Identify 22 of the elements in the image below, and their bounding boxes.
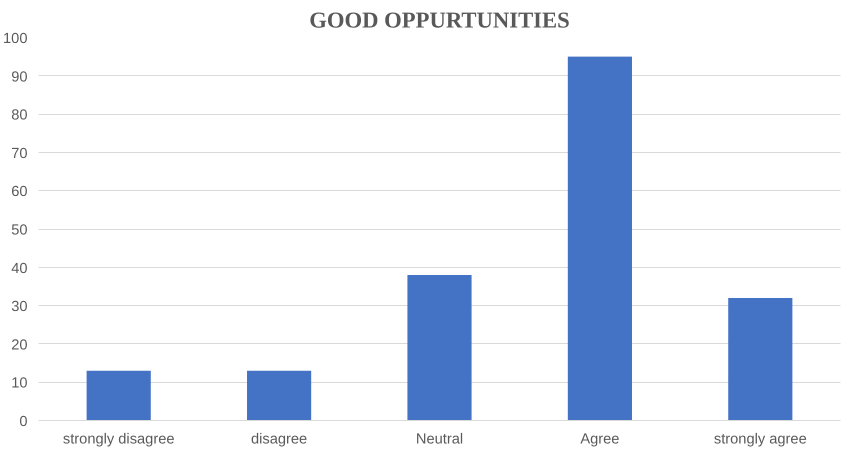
y-tick-label: 30 [11,299,28,316]
bar [247,370,312,420]
y-tick-label: 40 [11,260,28,277]
x-tick-label: strongly disagree [62,432,175,448]
y-tick-label: 50 [11,222,28,238]
bar [568,56,632,420]
chart-title: GOOD OPPURTUNITIES [309,8,570,32]
y-tick-label: 90 [11,69,28,86]
bar [728,298,792,420]
y-tick-label: 0 [19,414,28,430]
y-tick-label: 20 [11,337,28,354]
y-tick-label: 60 [11,184,28,200]
y-tick-label: 80 [11,108,28,124]
x-tick-label: Neutral [416,432,464,448]
y-tick-label: 70 [11,146,28,162]
x-tick-label: strongly agree [714,432,807,448]
x-tick-label: Agree [580,432,620,448]
bar [86,370,151,420]
bar [407,274,472,420]
x-tick-label: disagree [250,432,308,448]
y-tick-label: 10 [11,376,28,392]
y-tick-label: 100 [3,31,28,47]
